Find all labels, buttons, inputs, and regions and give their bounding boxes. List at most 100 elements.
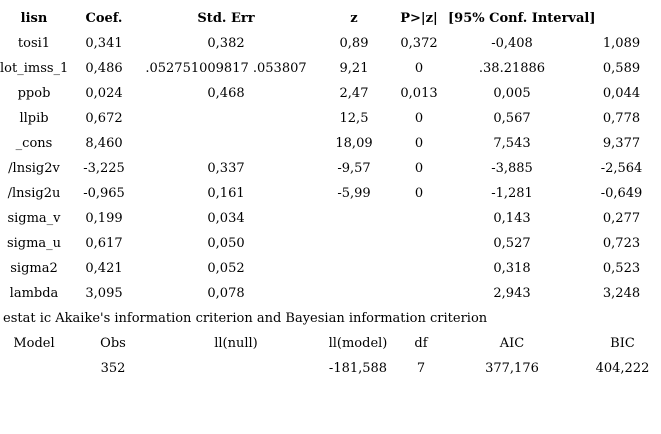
variable-name-cell: tosi1 xyxy=(17,36,51,51)
z-cell: -9,57 xyxy=(337,161,371,176)
z-cell xyxy=(312,256,396,281)
stderr-cell: 0,034 xyxy=(207,211,245,226)
variable-name-cell: lambda xyxy=(9,286,59,301)
coef-cell: -3,225 xyxy=(83,161,125,176)
ic-ll-model-cell: -181,588 xyxy=(328,361,388,376)
information-criteria-table: Model Obs ll(null) ll(model) df AIC BIC … xyxy=(0,331,661,381)
col-header-pvalue: P>|z| xyxy=(400,11,438,26)
ci-lower-cell: 0,318 xyxy=(493,261,531,276)
table-header-row: lisn Coef. Std. Err z P>|z| [95% Conf. I… xyxy=(0,6,661,31)
table-row: ppob 0,024 0,468 2,47 0,013 0,005 0,044 xyxy=(0,81,661,106)
ic-model-cell xyxy=(0,356,68,381)
z-cell xyxy=(312,206,396,231)
pvalue-cell: 0 xyxy=(414,186,424,201)
ic-header-bic: BIC xyxy=(610,336,635,351)
stderr-cell: 0,161 xyxy=(207,186,245,201)
variable-name-cell: /lnsig2v xyxy=(8,161,60,176)
col-header-coef: Coef. xyxy=(85,11,123,26)
ic-value-row: 352 -181,588 7 377,176 404,222 xyxy=(0,356,661,381)
coef-cell: 0,486 xyxy=(85,61,123,76)
col-header-variable: lisn xyxy=(20,11,48,26)
variable-name-cell: sigma_u xyxy=(6,236,62,251)
regression-results-table: lisn Coef. Std. Err z P>|z| [95% Conf. I… xyxy=(0,6,661,306)
ci-upper-cell: 1,089 xyxy=(602,36,641,51)
stderr-cell: 0,337 xyxy=(207,161,245,176)
stderr-cell: 0,468 xyxy=(207,86,245,101)
z-cell xyxy=(312,281,396,306)
ci-upper-cell: 0,044 xyxy=(602,86,641,101)
coef-cell: 0,024 xyxy=(85,86,123,101)
stderr-cell: .052751009817 .053807 xyxy=(145,61,307,76)
table-row: lot_imss_1 0,486 .052751009817 .053807 9… xyxy=(0,56,661,81)
ci-lower-cell: -1,281 xyxy=(491,186,533,201)
ic-bic-cell: 404,222 xyxy=(595,361,650,376)
ic-header-model: Model xyxy=(13,336,55,351)
ic-header-ll-null: ll(null) xyxy=(214,336,258,351)
stderr-cell: 0,078 xyxy=(207,286,245,301)
ci-upper-cell: 0,277 xyxy=(602,211,641,226)
stderr-cell: 0,052 xyxy=(207,261,245,276)
ci-upper-cell: 0,723 xyxy=(602,236,641,251)
z-cell xyxy=(312,231,396,256)
ic-obs-cell: 352 xyxy=(100,361,126,376)
col-header-z: z xyxy=(350,11,358,26)
col-header-stderr: Std. Err xyxy=(197,11,255,26)
table-row: sigma2 0,421 0,052 0,318 0,523 xyxy=(0,256,661,281)
table-row: /lnsig2v -3,225 0,337 -9,57 0 -3,885 -2,… xyxy=(0,156,661,181)
table-row: llpib 0,672 12,5 0 0,567 0,778 xyxy=(0,106,661,131)
pvalue-cell: 0 xyxy=(414,136,424,151)
table-row: /lnsig2u -0,965 0,161 -5,99 0 -1,281 -0,… xyxy=(0,181,661,206)
z-cell: 2,47 xyxy=(339,86,369,101)
variable-name-cell: /lnsig2u xyxy=(7,186,61,201)
ic-ll-null-cell xyxy=(158,356,314,381)
ci-upper-cell: -2,564 xyxy=(600,161,643,176)
pvalue-cell xyxy=(396,256,442,281)
table-row: tosi1 0,341 0,382 0,89 0,372 -0,408 1,08… xyxy=(0,31,661,56)
ci-lower-cell: -3,885 xyxy=(491,161,533,176)
pvalue-cell xyxy=(396,231,442,256)
ci-upper-cell: -0,649 xyxy=(600,186,643,201)
ic-header-aic: AIC xyxy=(499,336,525,351)
ic-df-cell: 7 xyxy=(416,361,426,376)
ic-aic-cell: 377,176 xyxy=(485,361,539,376)
pvalue-cell: 0 xyxy=(414,111,424,126)
z-cell: 9,21 xyxy=(339,61,369,76)
coef-cell: 0,199 xyxy=(85,211,123,226)
estat-ic-caption: estat ic Akaike's information criterion … xyxy=(3,311,488,326)
coef-cell: 0,421 xyxy=(85,261,123,276)
variable-name-cell: ppob xyxy=(17,86,51,101)
table-row: lambda 3,095 0,078 2,943 3,248 xyxy=(0,281,661,306)
ci-lower-cell: 0,527 xyxy=(493,236,531,251)
pvalue-cell: 0,372 xyxy=(400,36,438,51)
table-row: sigma_u 0,617 0,050 0,527 0,723 xyxy=(0,231,661,256)
ci-upper-cell: 9,377 xyxy=(602,136,641,151)
coef-cell: -0,965 xyxy=(83,186,125,201)
stderr-cell: 0,382 xyxy=(207,36,245,51)
pvalue-cell: 0 xyxy=(414,161,424,176)
ci-upper-cell: 0,589 xyxy=(602,61,641,76)
table-row: _cons 8,460 18,09 0 7,543 9,377 xyxy=(0,131,661,156)
col-header-conf-interval: [95% Conf. Interval] xyxy=(448,11,596,26)
ci-lower-cell: 7,543 xyxy=(493,136,531,151)
z-cell: 12,5 xyxy=(339,111,369,126)
variable-name-cell: llpib xyxy=(19,111,49,126)
z-cell: -5,99 xyxy=(337,186,371,201)
ci-lower-cell: 0,005 xyxy=(493,86,531,101)
variable-name-cell: _cons xyxy=(15,136,53,151)
stderr-cell: 0,050 xyxy=(207,236,245,251)
variable-name-cell: sigma2 xyxy=(10,261,58,276)
ci-upper-cell: 0,778 xyxy=(602,111,641,126)
coef-cell: 0,341 xyxy=(85,36,123,51)
stderr-cell xyxy=(140,131,312,156)
ci-lower-cell: 2,943 xyxy=(493,286,531,301)
z-cell: 0,89 xyxy=(339,36,369,51)
pvalue-cell xyxy=(396,206,442,231)
ic-header-row: Model Obs ll(null) ll(model) df AIC BIC xyxy=(0,331,661,356)
table-row: sigma_v 0,199 0,034 0,143 0,277 xyxy=(0,206,661,231)
variable-name-cell: lot_imss_1 xyxy=(0,61,69,76)
ci-lower-cell: 0,567 xyxy=(493,111,531,126)
ic-header-obs: Obs xyxy=(100,336,126,351)
ci-lower-cell: 0,143 xyxy=(493,211,531,226)
z-cell: 18,09 xyxy=(335,136,373,151)
